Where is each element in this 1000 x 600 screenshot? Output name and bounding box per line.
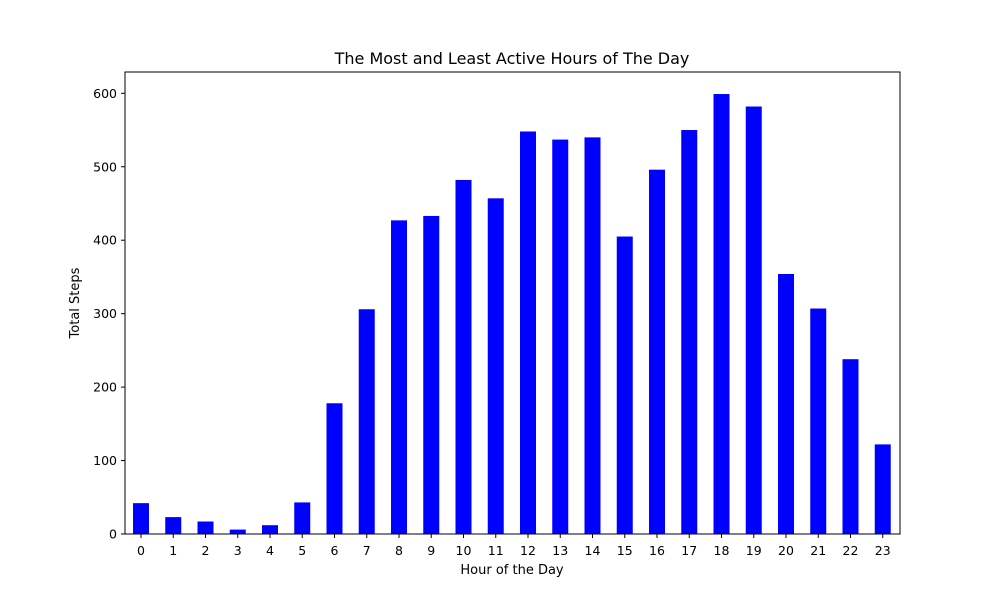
bar-hour-8 bbox=[391, 220, 407, 534]
x-tick-label-10: 10 bbox=[456, 543, 472, 558]
x-tick-label-21: 21 bbox=[810, 543, 826, 558]
bar-hour-15 bbox=[616, 236, 633, 534]
bar-hour-2 bbox=[197, 521, 214, 534]
y-tick-label-200: 200 bbox=[93, 380, 117, 395]
bar-hour-11 bbox=[487, 198, 504, 534]
x-tick-label-14: 14 bbox=[585, 543, 601, 558]
x-tick-label-23: 23 bbox=[875, 543, 891, 558]
x-tick-label-7: 7 bbox=[363, 543, 371, 558]
bar-hour-14 bbox=[584, 137, 601, 534]
bar-hour-5 bbox=[294, 502, 311, 534]
bar-hour-17 bbox=[681, 130, 698, 534]
y-axis-label: Total Steps bbox=[68, 267, 83, 339]
bar-hour-22 bbox=[842, 359, 859, 534]
bars-group bbox=[133, 94, 891, 535]
plot-frame bbox=[124, 71, 901, 535]
x-tick-label-0: 0 bbox=[137, 543, 145, 558]
bar-hour-4 bbox=[262, 525, 278, 534]
bar-hour-19 bbox=[745, 106, 762, 535]
bar-hour-7 bbox=[358, 309, 375, 534]
y-tick-label-500: 500 bbox=[93, 159, 117, 174]
bar-hour-20 bbox=[778, 273, 794, 534]
bar-hour-18 bbox=[713, 94, 730, 534]
x-tick-label-4: 4 bbox=[266, 543, 274, 558]
x-tick-label-13: 13 bbox=[552, 543, 568, 558]
bar-hour-9 bbox=[423, 215, 440, 534]
x-tick-label-15: 15 bbox=[617, 543, 633, 558]
y-tick-label-300: 300 bbox=[93, 306, 117, 321]
bar-hour-0 bbox=[133, 503, 149, 534]
x-axis-label: Hour of the Day bbox=[460, 563, 564, 578]
x-tick-label-12: 12 bbox=[520, 543, 536, 558]
x-tick-label-3: 3 bbox=[234, 543, 242, 558]
bar-hour-21 bbox=[810, 308, 827, 534]
bar-hour-12 bbox=[520, 131, 536, 535]
x-axis: 0 1 2 3 4 5 6 7 8 9 10 11 12 13 14 15 16 17 18 19 20 21 22 23 bbox=[137, 534, 891, 558]
bar-hour-3 bbox=[229, 529, 246, 534]
x-tick-label-1: 1 bbox=[169, 543, 177, 558]
y-tick-label-0: 0 bbox=[109, 527, 117, 542]
x-tick-label-18: 18 bbox=[714, 543, 730, 558]
y-tick-label-600: 600 bbox=[93, 86, 117, 101]
bar-hour-13 bbox=[552, 139, 569, 534]
bar-hour-16 bbox=[649, 169, 665, 534]
y-axis: 0 100 200 300 400 500 600 bbox=[93, 86, 125, 542]
chart-title: The Most and Least Active Hours of The D… bbox=[334, 49, 690, 68]
bar-hour-23 bbox=[874, 444, 891, 534]
y-tick-label-400: 400 bbox=[93, 233, 117, 248]
x-tick-label-20: 20 bbox=[778, 543, 794, 558]
x-tick-label-16: 16 bbox=[649, 543, 665, 558]
x-tick-label-17: 17 bbox=[681, 543, 697, 558]
x-tick-label-5: 5 bbox=[298, 543, 306, 558]
x-tick-label-9: 9 bbox=[427, 543, 435, 558]
x-tick-label-8: 8 bbox=[395, 543, 403, 558]
x-tick-label-2: 2 bbox=[202, 543, 210, 558]
x-tick-label-11: 11 bbox=[488, 543, 504, 558]
x-tick-label-6: 6 bbox=[331, 543, 339, 558]
bar-hour-6 bbox=[326, 403, 343, 534]
bar-hour-10 bbox=[455, 179, 472, 534]
bar-hour-1 bbox=[165, 517, 182, 534]
x-tick-label-19: 19 bbox=[746, 543, 762, 558]
y-tick-label-100: 100 bbox=[93, 453, 117, 468]
x-tick-label-22: 22 bbox=[843, 543, 859, 558]
